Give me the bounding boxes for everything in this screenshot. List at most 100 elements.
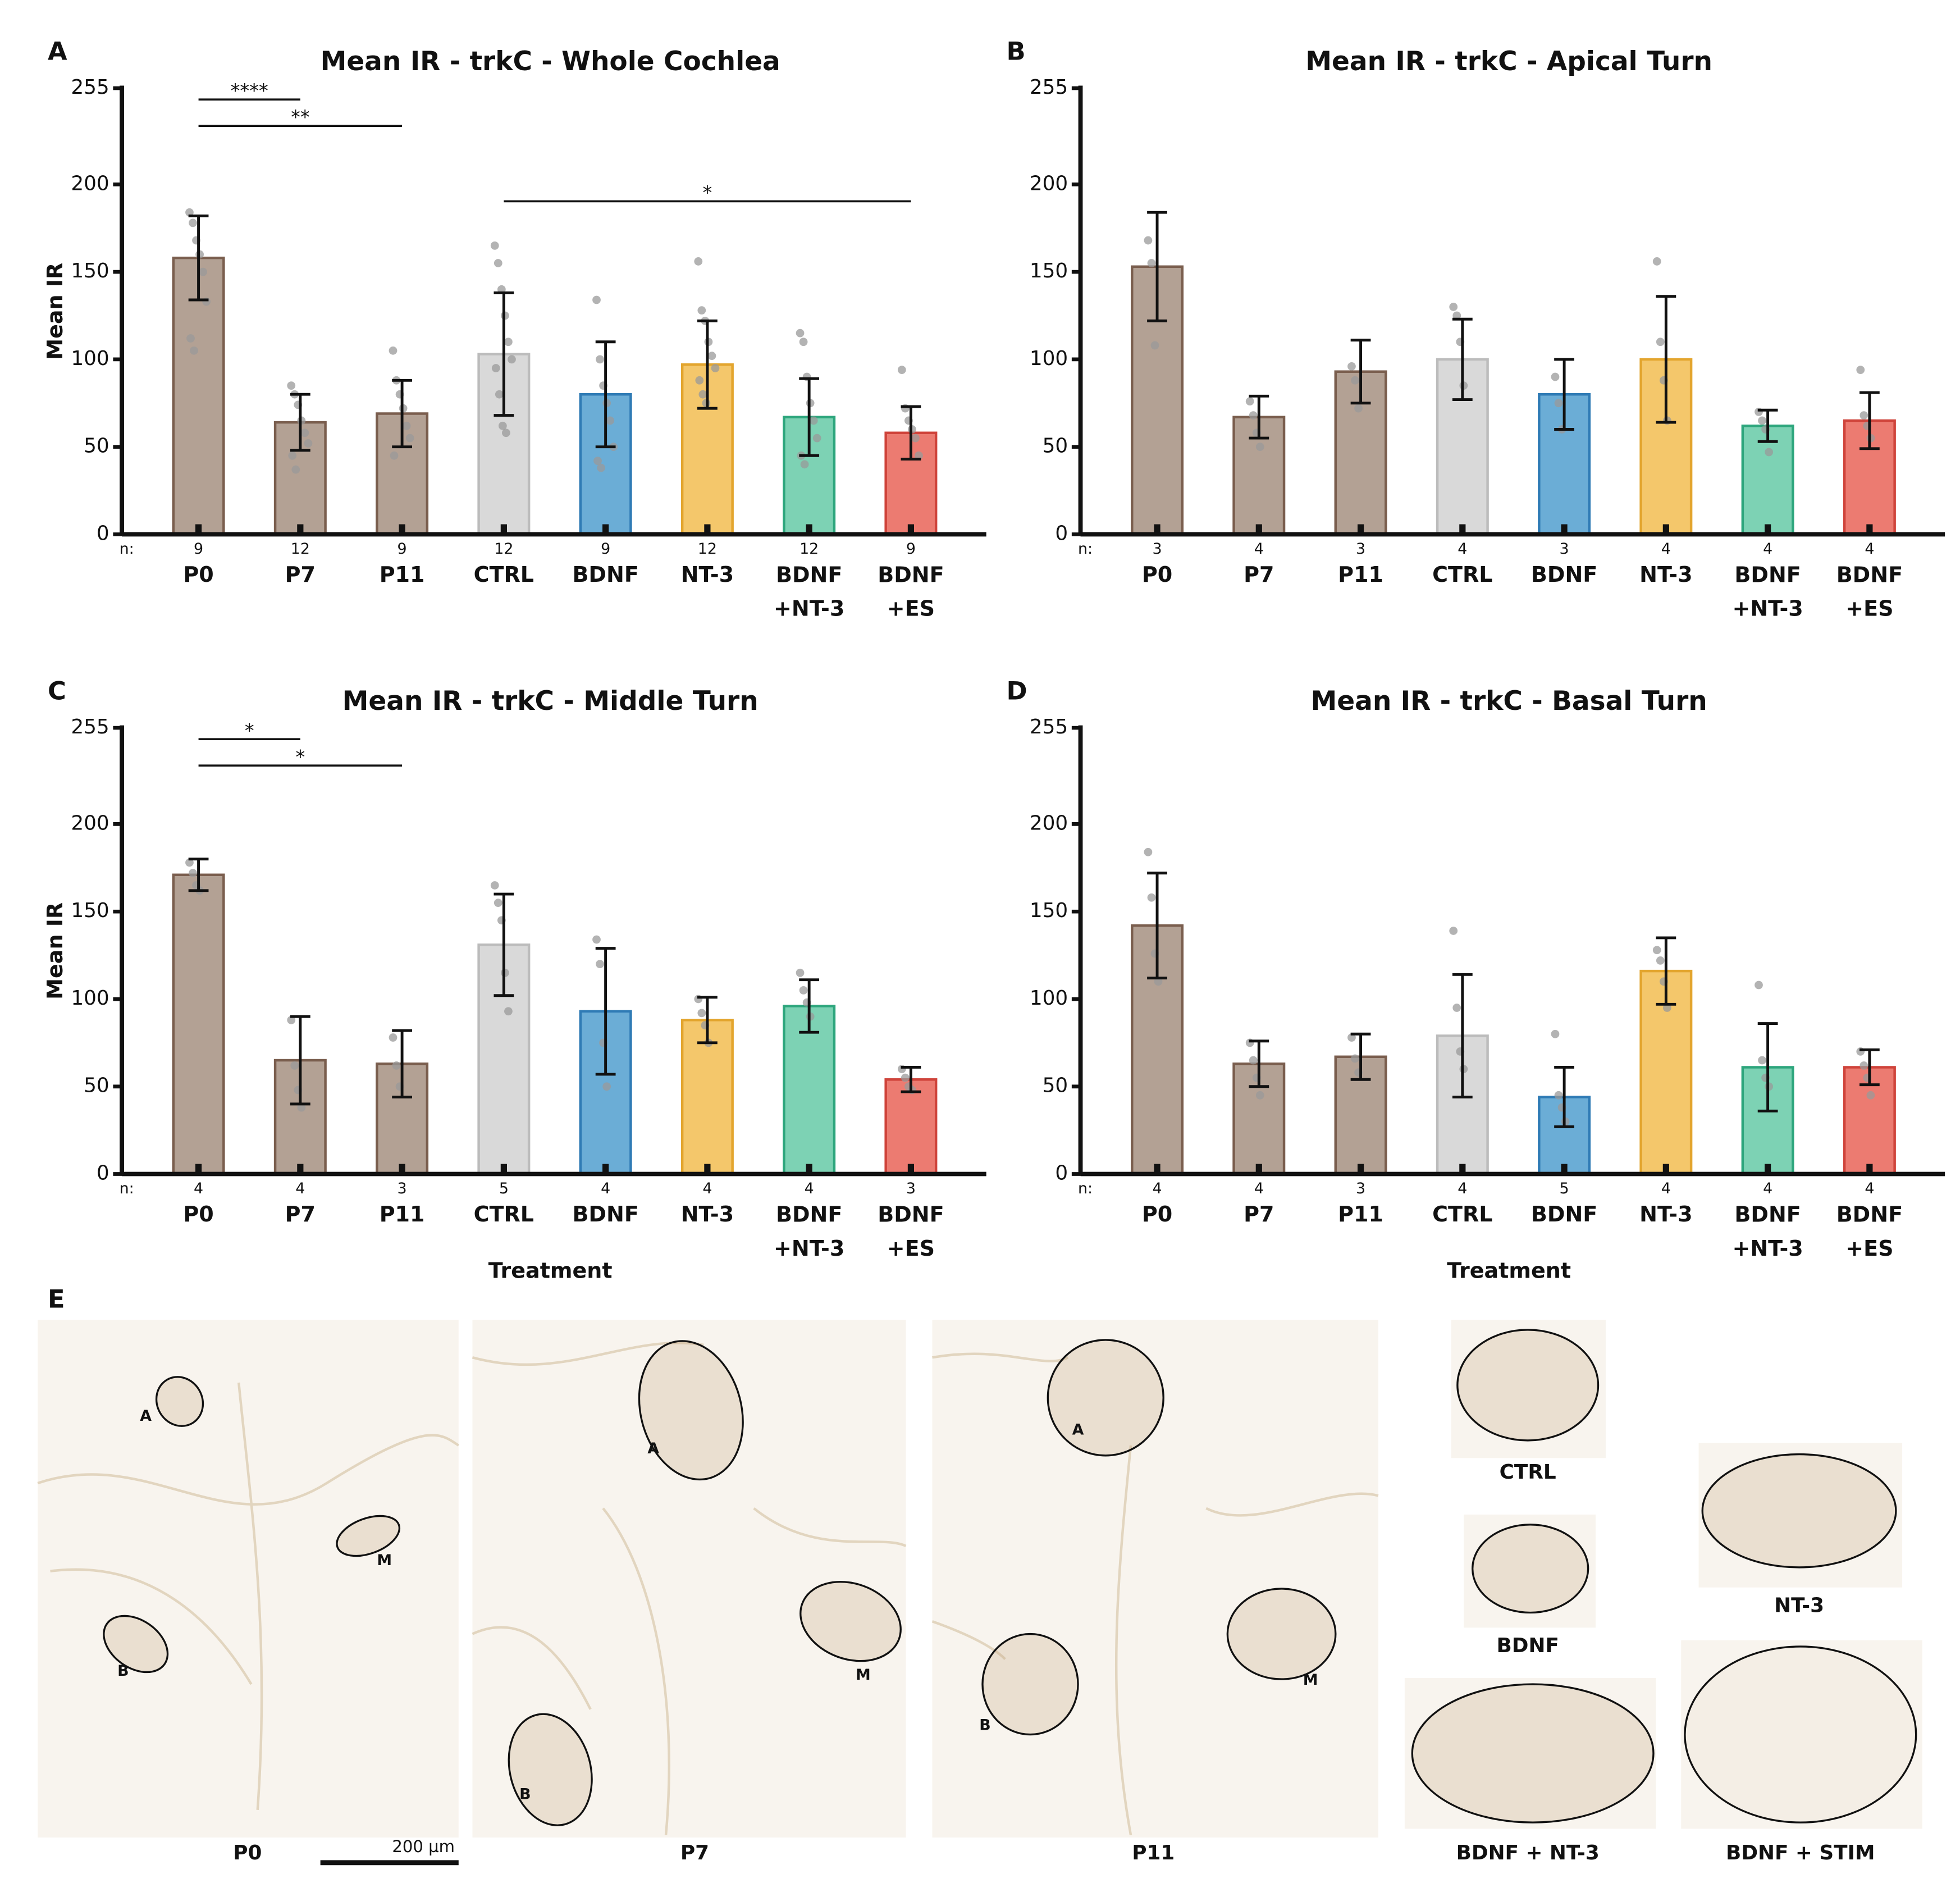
error-bar xyxy=(188,858,209,892)
n-value: 9 xyxy=(398,540,407,558)
y-tick-label: 255 xyxy=(71,76,109,99)
data-point xyxy=(596,960,604,969)
data-point xyxy=(1249,1056,1258,1065)
data-point xyxy=(1656,956,1665,965)
data-point xyxy=(300,428,309,437)
data-point xyxy=(1652,257,1661,266)
error-bar xyxy=(1249,1039,1269,1088)
data-point xyxy=(287,381,296,390)
data-point xyxy=(697,1009,706,1018)
chart-panel: A Mean IR - trkC - Whole Cochlea Mean IR 0 5… xyxy=(43,36,986,621)
n-value: 4 xyxy=(1661,540,1671,558)
data-point xyxy=(288,451,297,460)
y-tick-label: 200 xyxy=(71,811,109,835)
chart-title: Mean IR - trkC - Basal Turn xyxy=(1311,686,1707,717)
image-label: BDNF + STIM xyxy=(1726,1841,1875,1864)
y-tick-label: 50 xyxy=(84,1074,109,1097)
texture xyxy=(472,1342,907,1835)
data-point xyxy=(592,295,601,304)
data-point xyxy=(290,1061,299,1070)
x-tick-label: BDNF xyxy=(1531,562,1597,587)
x-tick-label: P7 xyxy=(285,1202,316,1227)
x-tick xyxy=(806,1164,812,1174)
data-point xyxy=(287,1015,296,1024)
x-tick xyxy=(1255,1164,1262,1174)
data-point xyxy=(812,434,821,443)
error-bar xyxy=(1656,295,1676,424)
n-value: 4 xyxy=(1152,1180,1162,1197)
significance-label: * xyxy=(245,719,254,741)
region-label: M xyxy=(856,1666,871,1684)
x-tick-label: CTRL xyxy=(1432,562,1492,587)
y-tick-label: 150 xyxy=(1030,259,1068,282)
image-label: P7 xyxy=(680,1841,709,1864)
error-bar xyxy=(494,892,514,997)
data-point xyxy=(498,421,507,430)
panel-letter: A xyxy=(48,36,67,66)
error-bar xyxy=(392,379,413,449)
n-value: 4 xyxy=(1763,1180,1772,1197)
data-point xyxy=(1154,977,1163,986)
n-value: 3 xyxy=(1560,540,1569,558)
x-tick-label: BDNF +NT-3 xyxy=(774,1202,844,1260)
y-axis-label: Mean IR xyxy=(43,902,67,1000)
data-point xyxy=(1144,236,1153,245)
data-point xyxy=(1551,1029,1560,1038)
n-value: 9 xyxy=(906,540,916,558)
data-point xyxy=(1351,1054,1359,1063)
x-tick-label: CTRL xyxy=(474,562,534,587)
error-bar xyxy=(799,978,820,1034)
data-point xyxy=(1255,1091,1264,1100)
x-tick xyxy=(500,524,507,535)
n-value: 12 xyxy=(799,540,819,558)
x-tick xyxy=(907,1164,915,1174)
data-point xyxy=(190,346,198,355)
x-tick xyxy=(1459,524,1466,535)
x-tick-label: P11 xyxy=(1338,1202,1383,1227)
y-tick-label: 150 xyxy=(1030,899,1068,922)
data-point xyxy=(796,968,805,977)
n-value: 4 xyxy=(805,1180,814,1197)
data-point xyxy=(697,306,706,315)
data-point xyxy=(799,338,808,346)
region-outline xyxy=(1684,1645,1917,1823)
region-label: B xyxy=(117,1662,129,1680)
region-label: A xyxy=(140,1407,152,1425)
x-axis-label: Treatment xyxy=(488,1259,613,1283)
data-point xyxy=(1758,1056,1766,1065)
data-point xyxy=(1245,397,1254,406)
n-value: 4 xyxy=(1865,540,1874,558)
x-tick-label: P7 xyxy=(285,562,316,587)
image-label: P0 xyxy=(233,1841,262,1864)
region-label: M xyxy=(1303,1671,1318,1689)
y-tick-label: 255 xyxy=(1030,76,1068,99)
region-label: B xyxy=(519,1785,531,1803)
data-point xyxy=(1652,946,1661,955)
region-label: M xyxy=(377,1552,392,1569)
error-bar xyxy=(1452,317,1473,402)
chart-title: Mean IR - trkC - Whole Cochlea xyxy=(321,46,780,77)
image-label: NT-3 xyxy=(1774,1594,1824,1617)
n-value: 4 xyxy=(1661,1180,1671,1197)
x-tick xyxy=(1866,524,1873,535)
error-bar xyxy=(1757,408,1778,443)
data-point xyxy=(597,463,605,472)
data-point xyxy=(1765,448,1774,457)
data-point xyxy=(1255,443,1264,452)
error-bar xyxy=(290,1015,310,1106)
x-tick xyxy=(806,524,812,535)
chart-panel: C Mean IR - trkC - Middle Turn Mean IR Trea… xyxy=(43,676,986,1283)
micrograph xyxy=(1698,1443,1903,1588)
x-tick xyxy=(1561,1164,1568,1174)
n-label: n: xyxy=(1078,1180,1093,1197)
panel-letter: D xyxy=(1006,676,1027,705)
chart-title: Mean IR - trkC - Middle Turn xyxy=(342,686,759,717)
n-value: 3 xyxy=(398,1180,407,1197)
x-tick-label: P0 xyxy=(1142,1202,1172,1227)
data-point xyxy=(1554,399,1563,408)
error-bar xyxy=(595,340,616,449)
x-tick-label: BDNF xyxy=(1531,1202,1597,1227)
data-point xyxy=(490,881,499,890)
x-tick xyxy=(1357,524,1364,535)
y-tick-label: 100 xyxy=(1030,987,1068,1010)
